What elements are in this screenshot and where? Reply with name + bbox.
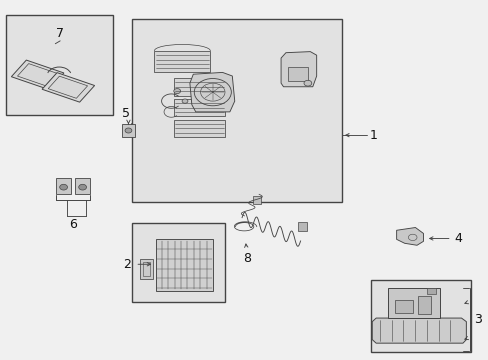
Bar (5, 15, 113, 116)
Bar (387, 288, 439, 318)
Bar (75, 178, 90, 194)
Bar (56, 178, 71, 194)
Bar (156, 239, 213, 291)
Polygon shape (42, 73, 94, 102)
Text: 8: 8 (243, 252, 250, 265)
Circle shape (182, 99, 187, 103)
Text: 5: 5 (122, 107, 130, 120)
Bar (122, 125, 135, 137)
Circle shape (304, 80, 311, 86)
Bar (370, 280, 470, 352)
Text: 2: 2 (123, 258, 131, 271)
Circle shape (79, 184, 86, 190)
Polygon shape (281, 51, 316, 87)
Bar (427, 288, 435, 294)
Text: 3: 3 (473, 313, 481, 326)
Bar (173, 78, 224, 96)
Bar (132, 19, 341, 202)
Text: 4: 4 (453, 232, 461, 245)
Polygon shape (11, 60, 64, 90)
Circle shape (125, 128, 132, 133)
Bar (173, 99, 224, 116)
Bar (394, 300, 412, 314)
Bar (288, 67, 307, 81)
Bar (173, 120, 224, 137)
Text: 6: 6 (69, 218, 77, 231)
Circle shape (60, 184, 67, 190)
Bar (142, 262, 150, 276)
Bar (132, 223, 224, 302)
Bar (140, 259, 153, 279)
Bar (253, 197, 261, 204)
Text: 1: 1 (369, 129, 377, 142)
Bar (298, 222, 306, 231)
Polygon shape (396, 228, 423, 245)
Circle shape (173, 89, 180, 94)
Bar (154, 51, 210, 72)
Text: 7: 7 (56, 27, 64, 40)
Bar (417, 296, 430, 315)
Polygon shape (371, 318, 466, 343)
Polygon shape (189, 72, 234, 112)
